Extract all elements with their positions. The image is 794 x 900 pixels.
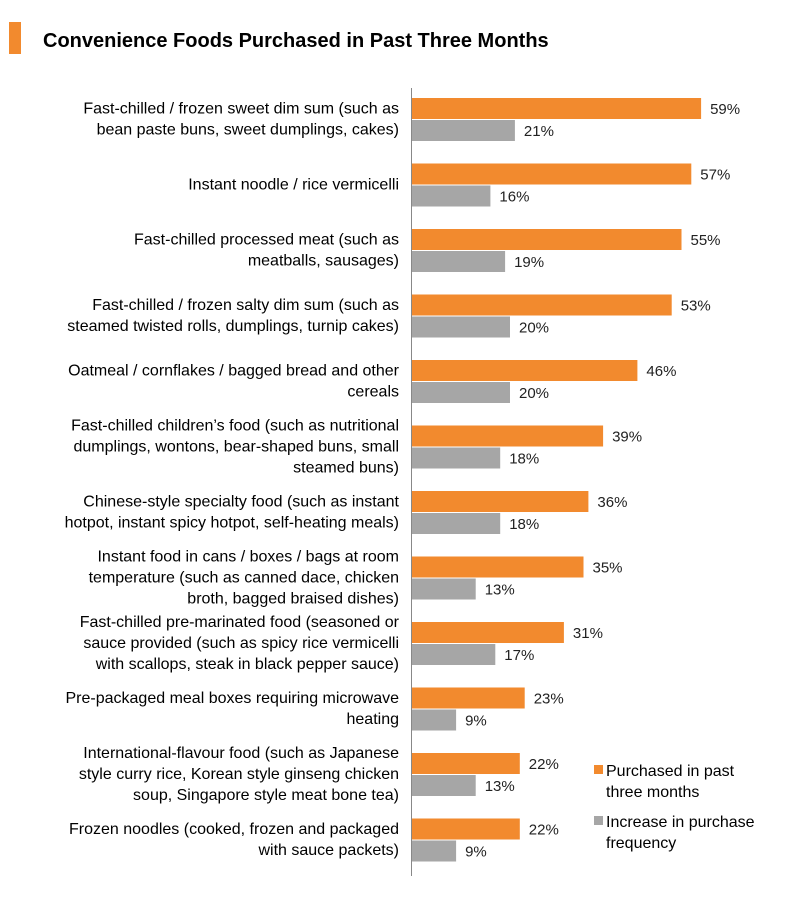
category-label: Oatmeal / cornflakes / bagged bread and …: [68, 363, 400, 401]
category-label: Frozen noodles (cooked, frozen and packa…: [69, 821, 399, 859]
bar-purchased: [412, 818, 520, 840]
legend-label: Increase in purchase frequency: [606, 814, 755, 852]
bar-purchased: [412, 425, 604, 447]
data-label-purchased: 35%: [593, 560, 623, 577]
data-label-increase: 13%: [485, 582, 515, 599]
data-label-increase: 20%: [519, 320, 549, 337]
category-label: Instant noodle / rice vermicelli: [188, 177, 399, 194]
data-label-purchased: 53%: [681, 298, 711, 315]
bar-increase: [412, 382, 510, 403]
legend-swatch: [594, 816, 603, 825]
data-label-increase: 17%: [504, 647, 534, 664]
bar-increase: [412, 513, 501, 534]
data-label-purchased: 39%: [612, 429, 642, 446]
data-label-increase: 21%: [524, 123, 554, 140]
chart-title: Convenience Foods Purchased in Past Thre…: [43, 30, 549, 52]
bar-purchased: [412, 556, 584, 578]
category-label: Fast-chilled processed meat (such as meat…: [134, 232, 399, 270]
data-label-purchased: 36%: [597, 494, 627, 511]
bar-increase: [412, 316, 510, 338]
category-label: Fast-chilled pre-marinated food (seasone…: [80, 614, 400, 673]
bar-purchased: [412, 360, 638, 381]
data-label-purchased: 31%: [573, 625, 603, 642]
data-label-increase: 13%: [485, 778, 515, 795]
category-label: International-flavour food (such as Japa…: [79, 745, 399, 804]
bar-increase: [412, 185, 491, 207]
data-label-purchased: 46%: [646, 363, 676, 380]
data-label-purchased: 22%: [529, 822, 559, 839]
data-label-purchased: 55%: [691, 232, 721, 249]
category-label: Instant food in cans / boxes / bags at r…: [89, 549, 399, 608]
data-label-increase: 19%: [514, 254, 544, 271]
data-label-increase: 9%: [465, 713, 487, 730]
data-label-purchased: 22%: [529, 756, 559, 773]
bar-increase: [412, 578, 476, 600]
bar-increase: [412, 709, 457, 731]
bar-increase: [412, 840, 457, 862]
category-label: Fast-chilled children’s food (such as nu…: [71, 418, 399, 477]
data-label-purchased: 57%: [700, 167, 730, 184]
bar-purchased: [412, 622, 564, 643]
data-label-increase: 18%: [509, 516, 539, 533]
data-label-increase: 20%: [519, 385, 549, 402]
data-label-purchased: 23%: [534, 691, 564, 708]
bar-purchased: [412, 687, 525, 709]
category-label: Fast-chilled / frozen salty dim sum (suc…: [67, 297, 399, 335]
category-label: Chinese-style specialty food (such as in…: [65, 494, 400, 532]
category-label: Fast-chilled / frozen sweet dim sum (suc…: [83, 101, 399, 139]
bar-purchased: [412, 98, 702, 119]
bar-increase: [412, 644, 496, 665]
data-label-increase: 16%: [499, 189, 529, 206]
category-label: Pre-packaged meal boxes requiring microw…: [66, 690, 400, 728]
title-accent-bar: [9, 22, 21, 54]
data-label-increase: 9%: [465, 844, 487, 861]
legend-label: Purchased in past three months: [606, 763, 735, 801]
bar-increase: [412, 775, 476, 796]
bar-purchased: [412, 294, 672, 316]
bar-increase: [412, 447, 501, 469]
data-label-purchased: 59%: [710, 101, 740, 118]
bar-purchased: [412, 163, 692, 185]
legend-swatch: [594, 765, 603, 774]
bar-increase: [412, 251, 506, 272]
data-label-increase: 18%: [509, 451, 539, 468]
bar-increase: [412, 120, 515, 141]
bar-purchased: [412, 753, 520, 774]
bar-purchased: [412, 229, 682, 250]
bar-purchased: [412, 491, 589, 512]
